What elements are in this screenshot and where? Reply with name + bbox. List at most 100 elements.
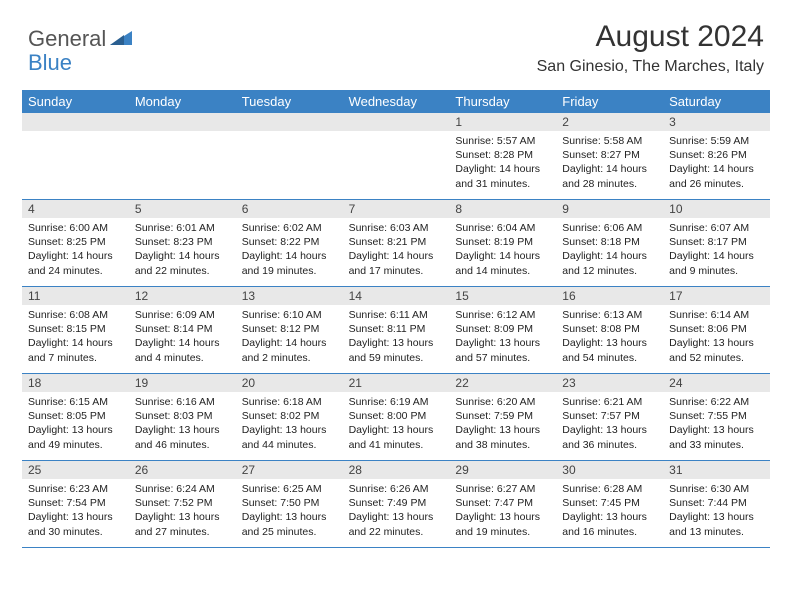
day-number: 24: [663, 374, 770, 392]
daylight-text: Daylight: 13 hours and 46 minutes.: [135, 423, 230, 451]
sunrise-text: Sunrise: 5:58 AM: [562, 134, 657, 148]
day-body: Sunrise: 6:28 AMSunset: 7:45 PMDaylight:…: [556, 479, 663, 543]
daylight-text: Daylight: 13 hours and 27 minutes.: [135, 510, 230, 538]
day-cell: 7Sunrise: 6:03 AMSunset: 8:21 PMDaylight…: [343, 200, 450, 286]
day-cell: 11Sunrise: 6:08 AMSunset: 8:15 PMDayligh…: [22, 287, 129, 373]
sunrise-text: Sunrise: 6:11 AM: [349, 308, 444, 322]
sunset-text: Sunset: 8:02 PM: [242, 409, 337, 423]
day-body: Sunrise: 6:04 AMSunset: 8:19 PMDaylight:…: [449, 218, 556, 282]
sunrise-text: Sunrise: 6:20 AM: [455, 395, 550, 409]
sunset-text: Sunset: 8:15 PM: [28, 322, 123, 336]
day-body: Sunrise: 6:02 AMSunset: 8:22 PMDaylight:…: [236, 218, 343, 282]
daylight-text: Daylight: 14 hours and 9 minutes.: [669, 249, 764, 277]
day-body: Sunrise: 6:14 AMSunset: 8:06 PMDaylight:…: [663, 305, 770, 369]
weekday-header: Monday: [129, 90, 236, 113]
sunset-text: Sunset: 8:06 PM: [669, 322, 764, 336]
day-number: 18: [22, 374, 129, 392]
day-number: 19: [129, 374, 236, 392]
day-number: 31: [663, 461, 770, 479]
sunrise-text: Sunrise: 6:01 AM: [135, 221, 230, 235]
sunrise-text: Sunrise: 6:18 AM: [242, 395, 337, 409]
weekday-header: Wednesday: [343, 90, 450, 113]
sunset-text: Sunset: 7:52 PM: [135, 496, 230, 510]
daylight-text: Daylight: 13 hours and 38 minutes.: [455, 423, 550, 451]
day-body: Sunrise: 5:58 AMSunset: 8:27 PMDaylight:…: [556, 131, 663, 195]
sunset-text: Sunset: 8:09 PM: [455, 322, 550, 336]
day-cell: 16Sunrise: 6:13 AMSunset: 8:08 PMDayligh…: [556, 287, 663, 373]
sunrise-text: Sunrise: 6:06 AM: [562, 221, 657, 235]
day-number: 6: [236, 200, 343, 218]
week-row: 18Sunrise: 6:15 AMSunset: 8:05 PMDayligh…: [22, 374, 770, 461]
sunset-text: Sunset: 8:28 PM: [455, 148, 550, 162]
sunset-text: Sunset: 8:19 PM: [455, 235, 550, 249]
daylight-text: Daylight: 14 hours and 24 minutes.: [28, 249, 123, 277]
empty-day-number: [129, 113, 236, 131]
daylight-text: Daylight: 13 hours and 22 minutes.: [349, 510, 444, 538]
day-body: Sunrise: 6:26 AMSunset: 7:49 PMDaylight:…: [343, 479, 450, 543]
weekday-header: Friday: [556, 90, 663, 113]
empty-day-number: [22, 113, 129, 131]
sunrise-text: Sunrise: 5:57 AM: [455, 134, 550, 148]
day-number: 17: [663, 287, 770, 305]
sunrise-text: Sunrise: 6:28 AM: [562, 482, 657, 496]
sunrise-text: Sunrise: 6:07 AM: [669, 221, 764, 235]
day-cell: 1Sunrise: 5:57 AMSunset: 8:28 PMDaylight…: [449, 113, 556, 199]
daylight-text: Daylight: 14 hours and 19 minutes.: [242, 249, 337, 277]
daylight-text: Daylight: 13 hours and 54 minutes.: [562, 336, 657, 364]
day-cell: 17Sunrise: 6:14 AMSunset: 8:06 PMDayligh…: [663, 287, 770, 373]
daylight-text: Daylight: 13 hours and 13 minutes.: [669, 510, 764, 538]
sunrise-text: Sunrise: 6:04 AM: [455, 221, 550, 235]
week-row: 25Sunrise: 6:23 AMSunset: 7:54 PMDayligh…: [22, 461, 770, 548]
day-cell: 14Sunrise: 6:11 AMSunset: 8:11 PMDayligh…: [343, 287, 450, 373]
day-cell: 25Sunrise: 6:23 AMSunset: 7:54 PMDayligh…: [22, 461, 129, 547]
weeks-container: 1Sunrise: 5:57 AMSunset: 8:28 PMDaylight…: [22, 113, 770, 548]
day-number: 3: [663, 113, 770, 131]
day-number: 15: [449, 287, 556, 305]
sunset-text: Sunset: 8:17 PM: [669, 235, 764, 249]
day-number: 20: [236, 374, 343, 392]
day-cell: 31Sunrise: 6:30 AMSunset: 7:44 PMDayligh…: [663, 461, 770, 547]
week-row: 4Sunrise: 6:00 AMSunset: 8:25 PMDaylight…: [22, 200, 770, 287]
logo-blue-wrap: Blue: [28, 50, 72, 76]
logo-text-general: General: [28, 26, 106, 52]
sunset-text: Sunset: 7:57 PM: [562, 409, 657, 423]
day-number: 28: [343, 461, 450, 479]
day-body: Sunrise: 5:57 AMSunset: 8:28 PMDaylight:…: [449, 131, 556, 195]
day-cell: 13Sunrise: 6:10 AMSunset: 8:12 PMDayligh…: [236, 287, 343, 373]
sunset-text: Sunset: 8:23 PM: [135, 235, 230, 249]
daylight-text: Daylight: 13 hours and 19 minutes.: [455, 510, 550, 538]
daylight-text: Daylight: 14 hours and 26 minutes.: [669, 162, 764, 190]
day-body: Sunrise: 6:16 AMSunset: 8:03 PMDaylight:…: [129, 392, 236, 456]
day-body: Sunrise: 6:15 AMSunset: 8:05 PMDaylight:…: [22, 392, 129, 456]
daylight-text: Daylight: 14 hours and 28 minutes.: [562, 162, 657, 190]
empty-day-number: [343, 113, 450, 131]
day-body: Sunrise: 6:19 AMSunset: 8:00 PMDaylight:…: [343, 392, 450, 456]
day-cell: 26Sunrise: 6:24 AMSunset: 7:52 PMDayligh…: [129, 461, 236, 547]
sunset-text: Sunset: 8:08 PM: [562, 322, 657, 336]
day-body: Sunrise: 6:22 AMSunset: 7:55 PMDaylight:…: [663, 392, 770, 456]
day-number: 25: [22, 461, 129, 479]
day-body: Sunrise: 6:20 AMSunset: 7:59 PMDaylight:…: [449, 392, 556, 456]
sunrise-text: Sunrise: 6:10 AM: [242, 308, 337, 322]
day-body: Sunrise: 6:25 AMSunset: 7:50 PMDaylight:…: [236, 479, 343, 543]
daylight-text: Daylight: 14 hours and 2 minutes.: [242, 336, 337, 364]
day-number: 30: [556, 461, 663, 479]
sunrise-text: Sunrise: 6:23 AM: [28, 482, 123, 496]
logo: General: [28, 26, 134, 52]
sunrise-text: Sunrise: 6:09 AM: [135, 308, 230, 322]
daylight-text: Daylight: 14 hours and 31 minutes.: [455, 162, 550, 190]
day-number: 12: [129, 287, 236, 305]
daylight-text: Daylight: 13 hours and 57 minutes.: [455, 336, 550, 364]
day-number: 1: [449, 113, 556, 131]
day-cell: 22Sunrise: 6:20 AMSunset: 7:59 PMDayligh…: [449, 374, 556, 460]
daylight-text: Daylight: 14 hours and 14 minutes.: [455, 249, 550, 277]
day-number: 23: [556, 374, 663, 392]
sunset-text: Sunset: 8:12 PM: [242, 322, 337, 336]
sunset-text: Sunset: 7:50 PM: [242, 496, 337, 510]
sunrise-text: Sunrise: 6:25 AM: [242, 482, 337, 496]
day-cell: 10Sunrise: 6:07 AMSunset: 8:17 PMDayligh…: [663, 200, 770, 286]
location: San Ginesio, The Marches, Italy: [537, 58, 764, 76]
sunrise-text: Sunrise: 6:21 AM: [562, 395, 657, 409]
sunrise-text: Sunrise: 5:59 AM: [669, 134, 764, 148]
day-body: Sunrise: 6:23 AMSunset: 7:54 PMDaylight:…: [22, 479, 129, 543]
